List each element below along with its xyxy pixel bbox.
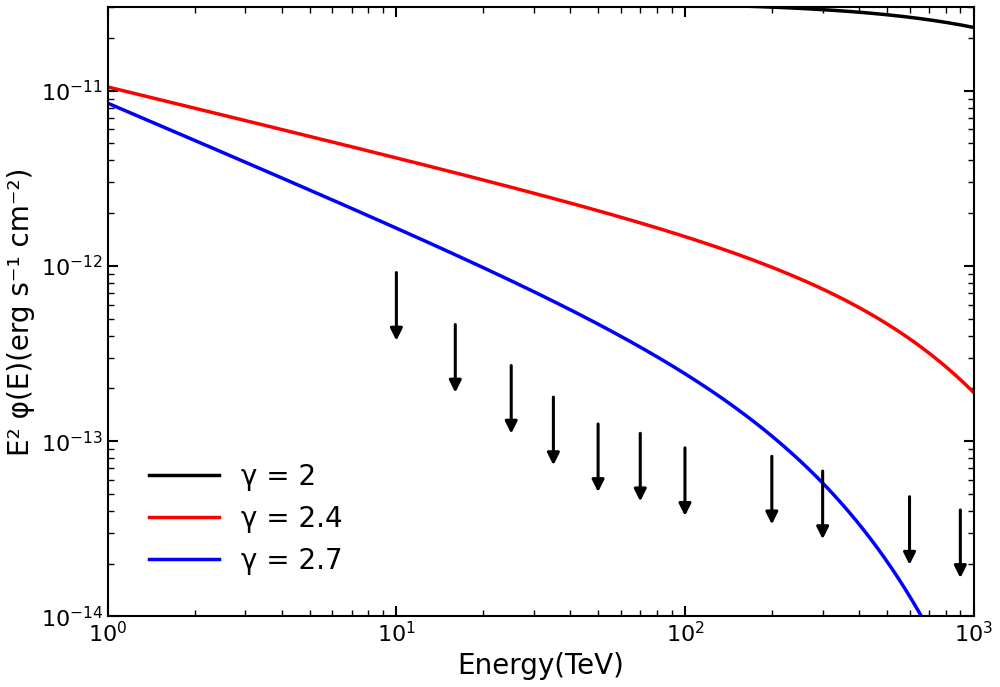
Legend: γ = 2, γ = 2.4, γ = 2.7: γ = 2, γ = 2.4, γ = 2.7 bbox=[122, 436, 371, 602]
γ = 2 bbox=[452, 0, 464, 7]
γ = 2.4 bbox=[777, 267, 789, 275]
γ = 2.7 bbox=[792, 455, 804, 464]
γ = 2.7 bbox=[102, 99, 114, 107]
γ = 2.7 bbox=[777, 441, 789, 449]
Line: γ = 2.4: γ = 2.4 bbox=[108, 87, 974, 392]
γ = 2 bbox=[102, 0, 114, 6]
γ = 2.7 bbox=[190, 137, 202, 145]
Line: γ = 2.7: γ = 2.7 bbox=[108, 103, 974, 687]
γ = 2.7 bbox=[696, 381, 708, 389]
γ = 2 bbox=[190, 0, 202, 6]
γ = 2.4 bbox=[792, 274, 804, 282]
γ = 2 bbox=[483, 0, 495, 7]
X-axis label: Energy(TeV): Energy(TeV) bbox=[457, 652, 624, 680]
γ = 2.4 bbox=[102, 83, 114, 91]
γ = 2.4 bbox=[696, 238, 708, 247]
Y-axis label: E² φ(E)(erg s⁻¹ cm⁻²): E² φ(E)(erg s⁻¹ cm⁻²) bbox=[7, 168, 35, 456]
γ = 2 bbox=[792, 4, 804, 12]
γ = 2.4 bbox=[452, 170, 464, 178]
γ = 2.4 bbox=[483, 177, 495, 185]
γ = 2 bbox=[968, 23, 980, 32]
γ = 2.4 bbox=[968, 388, 980, 396]
γ = 2.4 bbox=[190, 104, 202, 113]
γ = 2.7 bbox=[483, 267, 495, 275]
γ = 2.7 bbox=[452, 252, 464, 260]
γ = 2 bbox=[696, 1, 708, 9]
γ = 2 bbox=[777, 3, 789, 12]
Line: γ = 2: γ = 2 bbox=[108, 2, 974, 27]
